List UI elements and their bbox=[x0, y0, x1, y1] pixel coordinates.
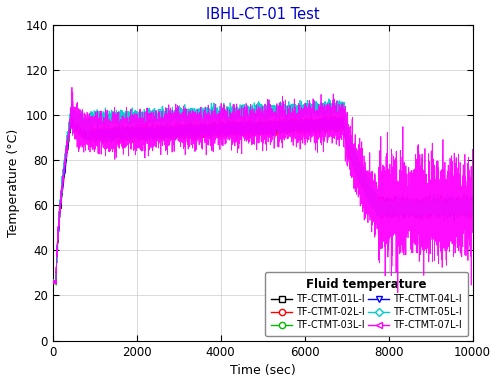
X-axis label: Time (sec): Time (sec) bbox=[230, 364, 295, 377]
Y-axis label: Temperature (°C): Temperature (°C) bbox=[7, 128, 20, 237]
Title: IBHL-CT-01 Test: IBHL-CT-01 Test bbox=[206, 7, 319, 22]
Legend: TF-CTMT-01L-I, TF-CTMT-02L-I, TF-CTMT-03L-I, TF-CTMT-04L-I, TF-CTMT-05L-I, TF-CT: TF-CTMT-01L-I, TF-CTMT-02L-I, TF-CTMT-03… bbox=[265, 272, 468, 336]
